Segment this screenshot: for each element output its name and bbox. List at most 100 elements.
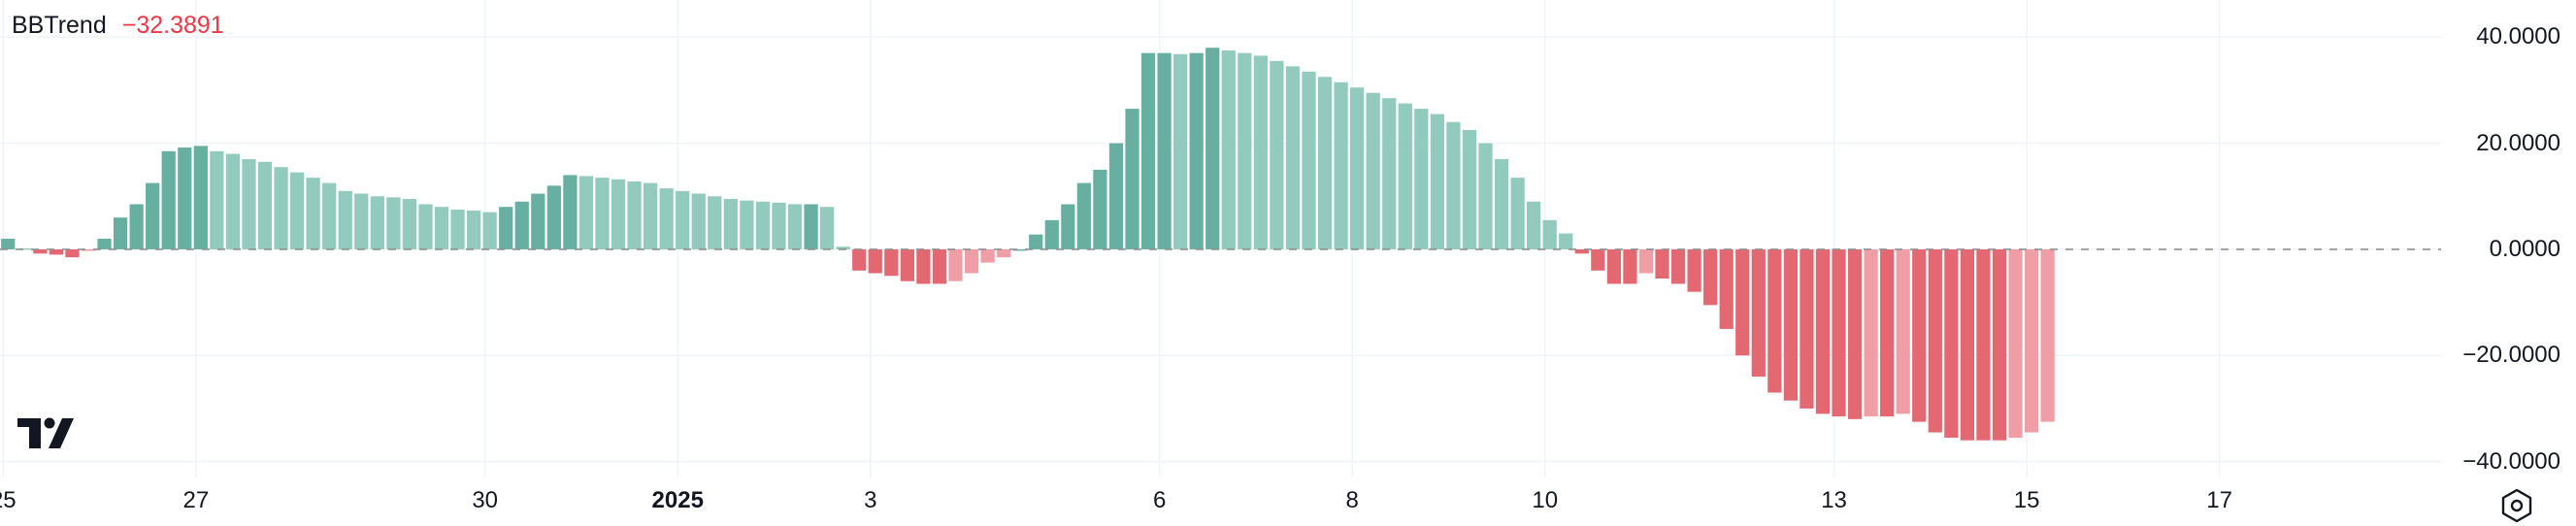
bbtrend-bar (1944, 248, 1959, 438)
bbtrend-bar (306, 178, 320, 249)
bbtrend-bar (964, 248, 979, 274)
bbtrend-bar (676, 190, 690, 249)
indicator-legend[interactable]: BBTrend −32.3891 (12, 12, 224, 40)
bbtrend-bar (820, 207, 835, 249)
bbtrend-bar (257, 161, 273, 249)
bbtrend-bar (210, 150, 224, 249)
bbtrend-bar (948, 248, 963, 281)
bbtrend-bar (1815, 248, 1831, 414)
bbtrend-bar (17, 247, 31, 250)
bbtrend-bar (1061, 204, 1075, 249)
bbtrend-bar (1527, 201, 1541, 249)
bbtrend-bar (322, 182, 337, 249)
bbtrend-bar (1478, 143, 1493, 249)
bbtrend-bar (1847, 248, 1863, 419)
bbtrend-bar (804, 204, 818, 249)
bbtrend-bar (755, 201, 771, 249)
bbtrend-bar (852, 248, 867, 271)
bbtrend-bar (1783, 248, 1798, 401)
chart-settings-icon[interactable] (2498, 487, 2535, 524)
bbtrend-bar (49, 248, 64, 255)
bbtrend-bar (2008, 248, 2023, 438)
bbtrend-bar (740, 200, 754, 249)
bbtrend-bar (980, 248, 995, 263)
bbtrend-bar (595, 178, 610, 249)
bbtrend-bar (1687, 248, 1701, 292)
bbtrend-bar (1912, 248, 1927, 422)
bbtrend-bar (1638, 248, 1654, 274)
bbtrend-bar (884, 248, 899, 277)
y-tick-label: 40.0000 (2476, 23, 2560, 50)
bbtrend-bar (386, 197, 401, 249)
bbtrend-bar (1655, 248, 1669, 279)
y-tick-label: −40.0000 (2462, 447, 2560, 475)
bbtrend-bar (787, 204, 803, 249)
bbtrend-bar (466, 211, 481, 249)
bbtrend-bar (81, 248, 96, 251)
bbtrend-bar (900, 248, 914, 281)
bbtrend-bar (1462, 129, 1477, 249)
bbtrend-bar (1205, 48, 1220, 249)
bbtrend-bar (242, 159, 256, 249)
bbtrend-bar (1334, 82, 1348, 249)
bbtrend-bar (691, 193, 706, 249)
bbtrend-bar (97, 239, 112, 249)
bbtrend-bar (723, 199, 738, 249)
bbtrend-bar (418, 204, 433, 249)
x-tick-label: 25 (0, 487, 17, 513)
bbtrend-bar (1800, 248, 1814, 409)
bbtrend-bar (1703, 248, 1718, 306)
bbtrend-bar (1173, 53, 1188, 249)
bbtrend-bar (1093, 169, 1107, 249)
bbtrend-bar (1623, 248, 1637, 284)
bbtrend-bar (1012, 248, 1027, 251)
x-tick-label: 17 (2206, 487, 2233, 513)
bbtrend-bar (1414, 109, 1429, 249)
bbtrend-bar (659, 188, 674, 249)
y-tick-label: 20.0000 (2476, 129, 2560, 156)
y-tick-label: 0.0000 (2489, 235, 2560, 262)
bbtrend-bar (1896, 248, 1910, 414)
bbtrend-bar (563, 175, 578, 249)
bbtrend-bar (578, 176, 594, 249)
bbtrend-bar (33, 248, 48, 254)
bbtrend-bar (1317, 77, 1333, 249)
bbtrend-bar (1751, 248, 1766, 378)
bbtrend-bar (225, 153, 241, 249)
bbtrend-bar (1670, 248, 1686, 284)
bbtrend-bar (1189, 52, 1204, 249)
bbtrend-bar (1076, 182, 1091, 249)
bbtrend-bar (178, 147, 192, 249)
bbtrend-bar (1350, 87, 1365, 249)
bbtrend-bar (1430, 114, 1444, 249)
bbtrend-bar (1, 239, 16, 249)
bbtrend-bar (932, 248, 947, 284)
bbtrend-bar (1238, 52, 1252, 249)
bbtrend-bar (1606, 248, 1621, 284)
bbtrend-bar (1574, 248, 1589, 254)
bbtrend-bar (611, 179, 626, 249)
x-tick-label: 2025 (651, 487, 704, 513)
bbtrend-bar (1285, 66, 1301, 249)
bbtrend-bar (1044, 219, 1059, 249)
bbtrend-bar (1880, 248, 1895, 417)
bbtrend-bar (1366, 92, 1380, 249)
bbtrend-bar (1108, 143, 1124, 249)
bbtrend-bar (546, 185, 561, 249)
tradingview-logo-icon[interactable] (17, 417, 80, 450)
bbtrend-bar (434, 207, 449, 249)
bbtrend-bar (627, 181, 642, 249)
indicator-name[interactable]: BBTrend (12, 12, 107, 39)
bbtrend-bar (1864, 248, 1878, 417)
bbtrend-bar (1767, 248, 1782, 393)
bbtrend-bar (65, 248, 80, 258)
bbtrend-bar (499, 207, 513, 249)
bbtrend-bar (1029, 234, 1043, 249)
bbtrend-bar (2024, 248, 2039, 433)
bbtrend-bar (274, 167, 288, 249)
bbtrend-bar (868, 248, 882, 274)
bbtrend-bar (146, 182, 160, 249)
y-tick-label: −20.0000 (2462, 342, 2560, 369)
